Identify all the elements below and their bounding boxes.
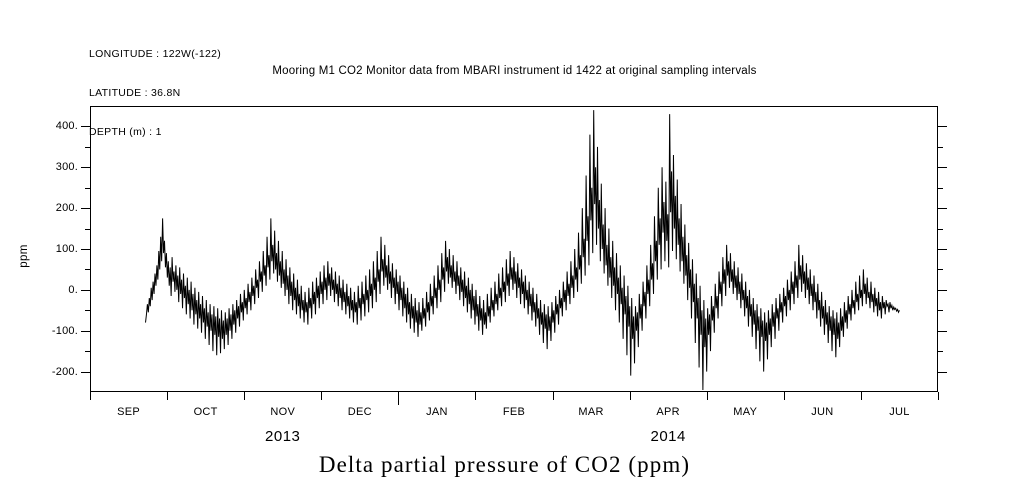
y-axis-tick-minor [85,310,90,312]
x-axis-tick-label: MAR [578,406,604,418]
x-axis-tick [244,392,246,400]
figure-caption: Delta partial pressure of CO2 (ppm) [318,452,691,477]
x-axis-tick [321,392,323,400]
y-axis-tick-label: 400. [55,120,78,133]
x-axis-tick [783,392,785,400]
x-axis-tick-label: SEP [117,406,140,418]
y-axis-tick-major-right [938,289,947,291]
y-axis-tick-major-right [938,249,947,250]
y-axis-tick-major-right [938,371,947,373]
x-axis-tick-label: NOV [270,406,296,418]
y-axis-tick-major [81,167,90,169]
x-axis-year-label: 2013 [265,428,301,445]
x-axis-tick [90,392,91,400]
y-axis-label: ppm [18,244,30,268]
plot-area: 400. 300. 200. 100. 0. -100. -200. SEP OCT NOV DEC… [52,106,947,445]
y-axis-tick-minor-right [938,228,943,230]
y-axis-tick-label: 0. [68,283,78,296]
x-axis-tick [938,392,939,400]
plot-title-text: Mooring M1 CO2 Monitor data from MBARI i… [272,65,757,77]
plot-frame [90,106,938,392]
x-axis-tick [398,392,400,405]
y-axis-tick-major [81,371,90,373]
x-axis-tick-label: FEB [502,406,526,418]
y-axis-tick-label: -200. [51,365,78,378]
x-axis-tick [629,392,631,400]
y-axis-tick-label: 300. [55,161,78,174]
x-axis-tick-label: JUL [889,406,910,418]
y-axis-tick-minor-right [938,146,943,148]
y-axis-tick-minor-right [938,351,943,353]
y-axis-tick-minor [85,269,90,271]
x-axis-tick [552,392,554,400]
y-axis-tick-major-right [938,126,947,128]
x-axis-tick-label: APR [656,406,680,418]
x-axis-tick-label: DEC [347,406,372,418]
y-axis-tick-major-right [938,208,947,210]
y-axis-tick-major-right [938,330,947,332]
y-axis-tick-minor-right [938,310,943,312]
y-axis-tick-minor [85,351,90,353]
x-axis-year-label: 2014 [650,428,686,445]
y-axis-tick-minor [85,187,90,189]
x-axis-tick [706,392,708,400]
y-axis-tick-major [81,208,90,210]
latitude-label: LATITUDE : 36.8N [89,87,181,99]
y-axis-tick-major [81,289,90,291]
x-axis-tick-label: JUN [811,406,834,418]
x-axis-tick-label: JAN [426,406,448,418]
x-axis-tick [860,392,862,400]
y-axis-tick-major [81,126,90,128]
y-axis-tick-label: 200. [55,202,78,215]
x-axis-tick [167,392,169,400]
y-axis-tick-major-right [938,167,947,169]
y-axis-tick-minor [85,228,90,230]
y-axis-tick-label: 100. [55,243,78,255]
y-axis-tick-major [81,330,90,332]
y-axis-tick-major [81,249,90,250]
x-axis-tick-label: OCT [193,406,218,418]
data-trace [90,106,938,392]
x-axis-tick-label: MAY [733,406,758,418]
depth-label: DEPTH (m) : 1 [89,126,162,138]
plot-title: Mooring M1 CO2 Monitor data from MBARI i… [0,65,1009,77]
y-axis-tick-minor-right [938,187,943,189]
metadata-block: LONGITUDE : 122W(-122) LATITUDE : 36.8N … [89,22,221,165]
y-axis-tick-label: -100. [51,324,78,337]
x-axis-tick [475,392,477,400]
y-axis-tick-minor [85,146,90,148]
longitude-label: LONGITUDE : 122W(-122) [89,48,222,60]
y-axis-tick-minor-right [938,269,943,271]
